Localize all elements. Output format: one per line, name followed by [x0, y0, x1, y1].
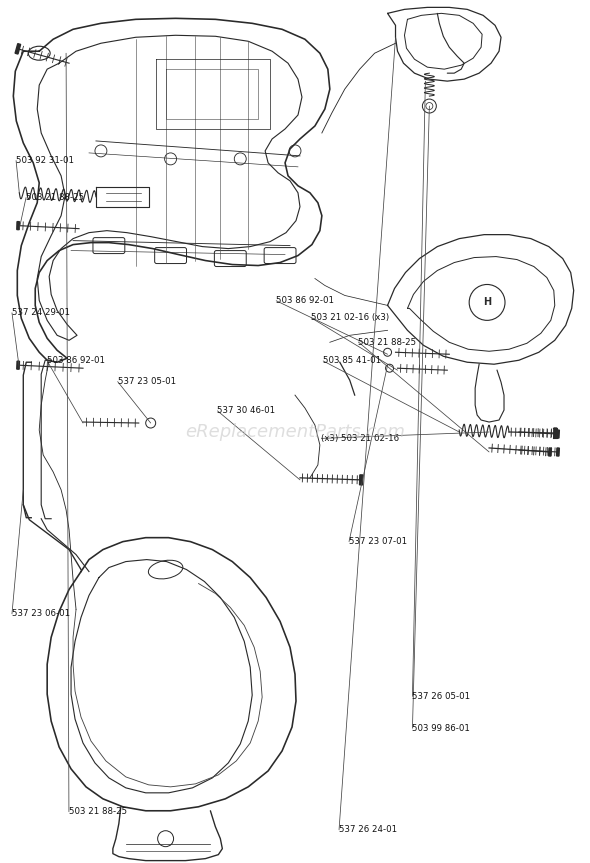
Text: 503 21 88-25: 503 21 88-25 — [69, 807, 127, 816]
Text: H: H — [483, 298, 491, 307]
Polygon shape — [359, 475, 363, 485]
Polygon shape — [15, 44, 21, 54]
Text: 503 86 92-01: 503 86 92-01 — [276, 296, 334, 306]
Text: 537 26 05-01: 537 26 05-01 — [412, 692, 471, 701]
Polygon shape — [556, 448, 559, 456]
Text: 537 24 29-01: 537 24 29-01 — [12, 308, 70, 318]
Text: 503 86 92-01: 503 86 92-01 — [47, 356, 105, 365]
Text: 503 21 88-25: 503 21 88-25 — [358, 337, 417, 347]
Text: 503 99 86-01: 503 99 86-01 — [412, 724, 470, 733]
Text: eReplacementParts.com: eReplacementParts.com — [185, 423, 405, 440]
Polygon shape — [556, 430, 559, 438]
Polygon shape — [549, 448, 552, 456]
Polygon shape — [553, 428, 557, 438]
Polygon shape — [17, 222, 19, 230]
Text: 503 92 31-01: 503 92 31-01 — [16, 156, 74, 165]
Polygon shape — [17, 361, 19, 369]
Text: 537 23 07-01: 537 23 07-01 — [349, 537, 407, 546]
Text: 537 23 06-01: 537 23 06-01 — [12, 609, 70, 619]
Text: 537 23 05-01: 537 23 05-01 — [117, 377, 176, 386]
Text: 503 21 88-25: 503 21 88-25 — [26, 193, 84, 202]
Text: 503 21 02-16 (x3): 503 21 02-16 (x3) — [312, 313, 389, 323]
Text: 537 30 46-01: 537 30 46-01 — [218, 406, 276, 415]
Text: (x3) 503 21 02-16: (x3) 503 21 02-16 — [322, 434, 399, 443]
Text: 537 26 24-01: 537 26 24-01 — [339, 825, 397, 835]
Text: 503 85 41-01: 503 85 41-01 — [323, 356, 381, 365]
